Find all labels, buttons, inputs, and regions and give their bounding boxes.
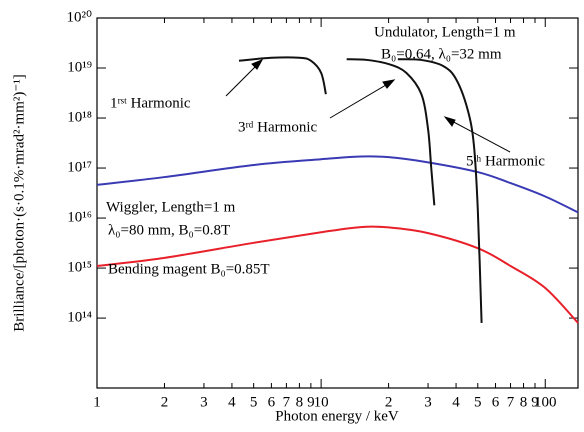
series-line [96,155,579,214]
x-tick-label: 2 [385,394,393,410]
x-tick-label: 9 [531,394,539,410]
x-tick-label: 6 [492,394,500,410]
arrow-head [382,79,396,89]
annotation: B₀=0.64, λ₀=32 mm [381,46,502,62]
arrow [329,81,392,119]
arrow-head [443,116,456,127]
arrows [225,59,511,153]
y-tick-label: 10¹⁵ [67,260,92,276]
x-tick-label: 8 [296,394,304,410]
y-tick-label: 10²⁰ [66,9,92,25]
series-line [397,58,483,323]
x-tick-label: 9 [307,394,315,410]
y-tick-label: 10¹⁸ [67,109,92,125]
x-tick-label: 3 [200,394,208,410]
y-tick-label: 10¹⁷ [67,159,92,175]
annotation: λ₀=80 mm, B₀=0.8T [108,222,230,238]
annotation: 5ᵗʰ Harmonic [466,153,545,169]
arrow [225,61,261,97]
x-tick-label: 8 [520,394,528,410]
annotation: 3ʳᵈ Harmonic [238,119,317,135]
y-tick-label: 10¹⁹ [67,59,92,75]
arrow-head [251,59,264,70]
series-line [238,56,327,95]
x-tick-label: 3 [424,394,432,410]
x-tick-label: 7 [507,394,515,410]
y-axis-label: Brilliance/[photon·(s·0.1%·mrad²·mm²)⁻¹] [11,74,27,332]
y-tick-label: 10¹⁴ [67,310,92,326]
y-tick-label: 10¹⁶ [67,209,92,225]
annotation: 1ʳˢᵗ Harmonic [110,95,191,111]
x-axis-label: Photon energy / keV [275,408,399,424]
x-tick-label: 4 [452,394,460,410]
x-tick-label: 5 [250,394,258,410]
series-line [96,225,579,324]
x-tick-label: 6 [268,394,276,410]
x-tick-label: 5 [474,394,482,410]
x-tick-label: 100 [534,394,557,410]
x-tick-label: 10 [314,394,329,410]
x-tick-label: 2 [161,394,169,410]
annotation: Undulator, Length=1 m [374,24,516,40]
annotation: Wiggler, Length=1 m [106,199,236,215]
x-tick-label: 7 [283,394,291,410]
annotation: Bending magent B₀=0.85T [108,261,270,277]
x-tick-label: 1 [93,394,101,410]
x-tick-label: 4 [228,394,236,410]
plot-frame [96,17,579,389]
series-line [346,58,436,206]
arrow [447,118,511,153]
